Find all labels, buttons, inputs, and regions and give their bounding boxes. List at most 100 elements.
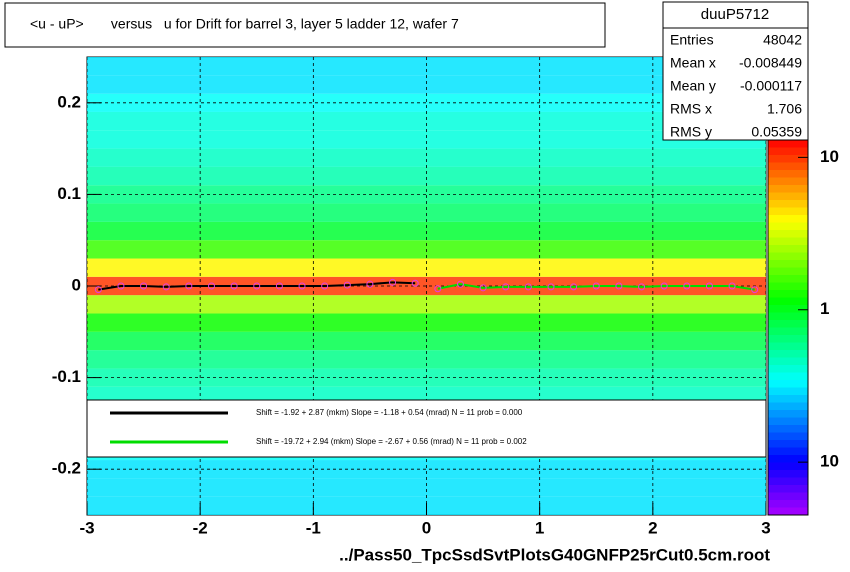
profile-point bbox=[162, 283, 170, 291]
palette-step bbox=[768, 410, 808, 418]
palette-step bbox=[768, 365, 808, 373]
palette-step bbox=[768, 380, 808, 388]
profile-point bbox=[751, 286, 759, 294]
legend-box bbox=[86, 399, 767, 458]
x-tick-label: -2 bbox=[193, 518, 208, 537]
palette-step bbox=[768, 162, 808, 171]
palette-step bbox=[768, 147, 808, 156]
profile-point bbox=[683, 282, 691, 290]
palette-step bbox=[768, 447, 808, 456]
heatmap-cell bbox=[87, 185, 766, 204]
palette-step bbox=[768, 230, 808, 238]
stats-label: Mean y bbox=[670, 78, 716, 94]
palette-step bbox=[768, 200, 808, 208]
y-tick-label: -0.2 bbox=[52, 459, 81, 478]
y-tick-label: 0.1 bbox=[57, 184, 81, 203]
palette-step bbox=[768, 432, 808, 441]
palette-step bbox=[768, 327, 808, 336]
profile-point bbox=[479, 284, 487, 292]
profile-point bbox=[140, 282, 148, 290]
palette-step bbox=[768, 207, 808, 216]
legend-text: Shift = -1.92 + 2.87 (mkm) Slope = -1.18… bbox=[256, 408, 523, 417]
chart-title: <u - uP> versus u for Drift for barrel 3… bbox=[30, 16, 459, 32]
profile-point bbox=[570, 283, 578, 291]
palette-step bbox=[768, 402, 808, 411]
heatmap-cell bbox=[87, 148, 766, 167]
footer: ../Pass50_TpcSsdSvtPlotsG40GNFP25rCut0.5… bbox=[339, 545, 770, 564]
heatmap-cell bbox=[87, 57, 766, 76]
x-tick-label: 1 bbox=[535, 518, 544, 537]
profile-point bbox=[592, 282, 600, 290]
stats-title: duuP5712 bbox=[701, 6, 769, 23]
palette-step bbox=[768, 215, 808, 223]
palette-step bbox=[768, 290, 808, 298]
palette-step bbox=[768, 155, 808, 163]
profile-point bbox=[253, 282, 261, 290]
profile-point bbox=[298, 282, 306, 290]
profile-point bbox=[728, 282, 736, 290]
palette-step bbox=[768, 500, 808, 508]
profile-point bbox=[705, 282, 713, 290]
profile-point bbox=[275, 282, 283, 290]
profile-point bbox=[502, 283, 510, 291]
palette-step bbox=[768, 297, 808, 306]
profile-point bbox=[94, 286, 102, 294]
palette-step bbox=[768, 222, 808, 231]
profile-point bbox=[321, 282, 329, 290]
palette-step bbox=[768, 282, 808, 291]
palette-step bbox=[768, 485, 808, 493]
y-tick-label: -0.1 bbox=[52, 367, 81, 386]
profile-point bbox=[456, 280, 464, 288]
palette-step bbox=[768, 192, 808, 201]
palette-step bbox=[768, 237, 808, 246]
heatmap-cell bbox=[87, 75, 766, 94]
profile-point bbox=[230, 282, 238, 290]
palette-step bbox=[768, 395, 808, 403]
palette-step bbox=[768, 342, 808, 351]
stats-label: RMS x bbox=[670, 101, 712, 117]
legend-text: Shift = -19.72 + 2.94 (mkm) Slope = -2.6… bbox=[256, 437, 527, 446]
palette-step bbox=[768, 170, 808, 178]
heatmap-cell bbox=[87, 111, 766, 131]
palette-step bbox=[768, 350, 808, 358]
stats-box bbox=[662, 1, 809, 141]
palette-step bbox=[768, 260, 808, 268]
palette-step bbox=[768, 477, 808, 486]
y-tick-label: 0 bbox=[72, 275, 81, 294]
palette-step bbox=[768, 492, 808, 501]
profile-point bbox=[638, 283, 646, 291]
stats-label: RMS y bbox=[670, 124, 712, 140]
y-tick-label: 0.2 bbox=[57, 92, 81, 111]
z-tick-label: 1 bbox=[820, 299, 829, 318]
z-tick-label: 10 bbox=[820, 452, 839, 471]
palette-step bbox=[768, 470, 808, 478]
heatmap-cell bbox=[87, 203, 766, 222]
palette-step bbox=[768, 462, 808, 471]
profile-line bbox=[98, 281, 416, 291]
heatmap-cell bbox=[87, 130, 766, 149]
palette-step bbox=[768, 357, 808, 366]
heatmap-cell bbox=[87, 93, 766, 112]
stats-value: 48042 bbox=[763, 32, 802, 48]
profile-point bbox=[207, 282, 215, 290]
palette-step bbox=[768, 267, 808, 276]
palette-step bbox=[768, 372, 808, 381]
palette-step bbox=[768, 417, 808, 426]
heatmap-cell bbox=[87, 478, 766, 497]
stats-value: 0.05359 bbox=[751, 124, 802, 140]
x-tick-label: 2 bbox=[648, 518, 657, 537]
palette-step bbox=[768, 177, 808, 186]
profile-point bbox=[524, 283, 532, 291]
heatmap-cell bbox=[87, 166, 766, 186]
stats-label: Entries bbox=[670, 32, 714, 48]
profile-point bbox=[366, 280, 374, 288]
palette-step bbox=[768, 425, 808, 433]
palette-step bbox=[768, 312, 808, 321]
stats-value: -0.000117 bbox=[740, 78, 802, 94]
palette-step bbox=[768, 320, 808, 328]
profile-point bbox=[389, 278, 397, 286]
palette-step bbox=[768, 140, 808, 148]
palette-step bbox=[768, 252, 808, 261]
stats-value: -0.008449 bbox=[739, 55, 802, 71]
